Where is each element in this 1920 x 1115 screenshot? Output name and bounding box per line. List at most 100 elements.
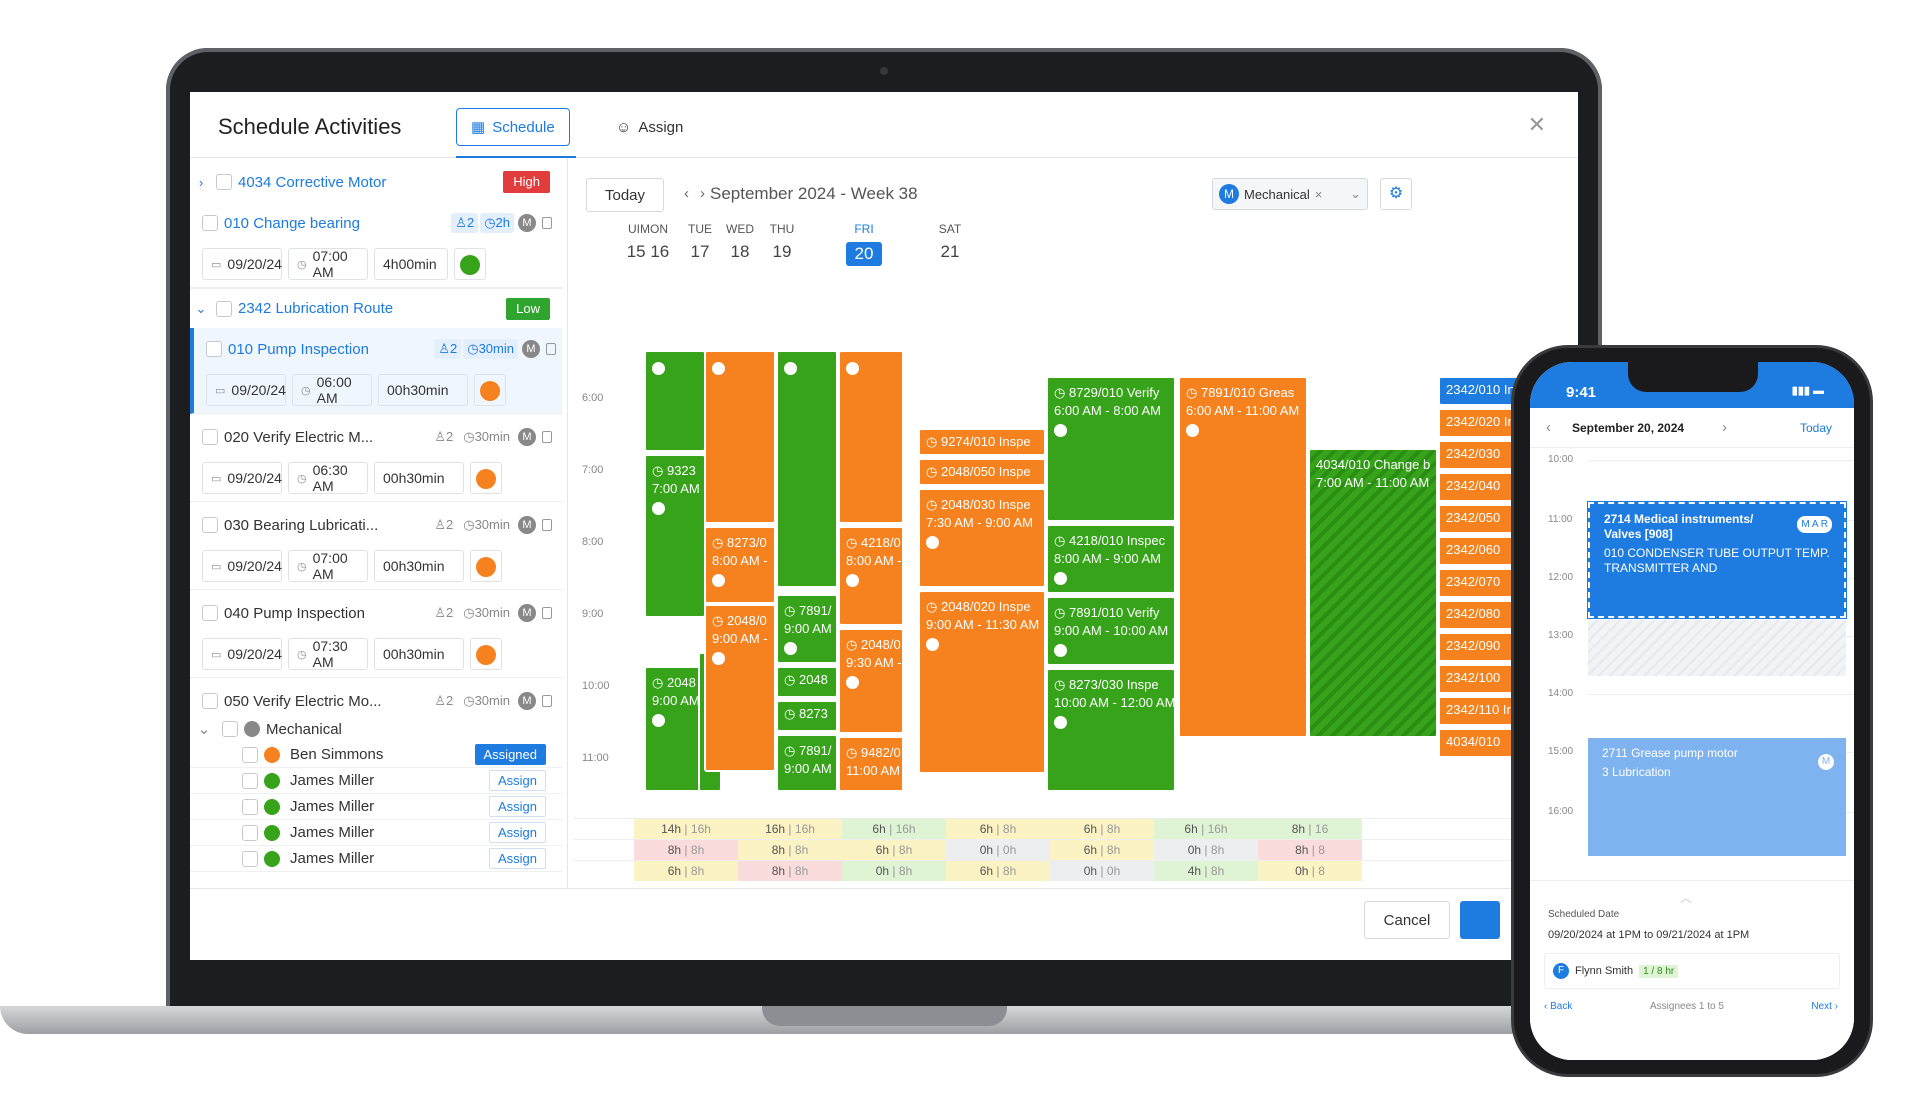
date-field[interactable]: ▭ 09/20/24 [202,462,282,494]
assign-button[interactable]: Assign [488,796,546,817]
resource-filter[interactable]: M Mechanical × ⌄ [1212,178,1368,210]
time-field[interactable]: ◷ 07:30 AM [288,638,368,670]
event-block[interactable] [776,350,838,588]
person-checkbox[interactable] [242,798,258,815]
length-field[interactable]: 00h30min [374,550,464,582]
event-block[interactable]: ◷ 9482/0 11:00 AM [838,736,904,792]
chevron-down-icon[interactable]: ⌄ [1350,186,1361,201]
date-field[interactable]: ▭ 09/20/24 [206,374,286,406]
copy-icon[interactable] [542,217,552,229]
mechanical-header[interactable]: ⌄ Mechanical [190,716,562,742]
chevron-left-icon[interactable]: ‹ [1546,419,1551,436]
copy-icon[interactable] [542,519,552,531]
copy-icon[interactable] [546,343,556,355]
chevron-down-icon[interactable]: ⌄ [197,721,211,738]
date-field[interactable]: ▭ 09/20/24 [202,248,282,280]
event-block[interactable]: 4034/010 Change b 7:00 AM - 11:00 AM [1308,448,1438,738]
event-block[interactable]: ◷ 8273 [776,700,838,732]
phone-today-button[interactable]: Today [1799,420,1832,435]
activity-item-selected[interactable]: 010 Pump Inspection ♙2 ◷30min M ▭ 09/20/2… [190,328,562,414]
chevron-up-icon[interactable]: ︿ [1680,891,1693,905]
event-block[interactable]: ◷ 4218/010 Inspec 8:00 AM - 9:00 AM [1046,524,1176,594]
today-button[interactable]: Today [586,178,665,212]
group-lubrication-route[interactable]: ⌄ 2342 Lubrication Route Low [190,288,562,328]
copy-icon[interactable] [542,431,552,443]
event-block[interactable]: ◷ 9274/010 Inspe [918,428,1046,456]
item-checkbox[interactable] [202,215,218,231]
assigned-button[interactable]: Assigned [474,744,546,765]
event-block[interactable]: ◷ 9323 7:00 AM [644,454,706,618]
event-block[interactable]: ◷ 2048/0 9:30 AM - [838,628,904,734]
time-field[interactable]: ◷ 07:00 AM [288,248,368,280]
item-checkbox[interactable] [202,517,218,533]
group-checkbox[interactable] [216,300,232,317]
event-block[interactable]: ◷ 7891/010 Verify 9:00 AM - 10:00 AM [1046,596,1176,666]
day-header[interactable]: UIMON 15 16 [626,222,670,261]
item-checkbox[interactable] [202,429,218,445]
assign-button[interactable]: Assign [488,848,546,869]
gear-icon[interactable]: ⚙ [1380,178,1412,210]
chevron-right-icon[interactable]: › [1722,419,1727,436]
event-block[interactable]: ◷ 8273/0 8:00 AM - [704,526,776,604]
person-checkbox[interactable] [242,772,258,789]
time-field[interactable]: ◷ 06:00 AM [292,374,372,406]
copy-icon[interactable] [542,607,552,619]
close-icon[interactable]: ✕ [1527,112,1546,137]
phone-event-selected[interactable]: 2714 Medical instruments/ Valves [908] 0… [1587,501,1847,619]
day-header-selected[interactable]: FRI 20 [842,222,886,266]
item-checkbox[interactable] [202,605,218,621]
person-checkbox[interactable] [242,850,258,867]
chevron-right-icon[interactable]: › [700,185,705,202]
event-block[interactable]: ◷ 2048/020 Inspe 9:00 AM - 11:30 AM [918,590,1046,774]
status-button[interactable] [470,550,502,582]
event-block[interactable]: ◷ 8273/030 Inspe 10:00 AM - 12:00 AM [1046,668,1176,792]
status-button[interactable] [454,248,486,280]
event-block[interactable] [704,350,776,524]
group-corrective-motor[interactable]: › 4034 Corrective Motor High [190,162,562,202]
status-button[interactable] [470,638,502,670]
phone-event[interactable]: 2711 Grease pump motor 3 Lubrication M [1588,738,1846,856]
next-button[interactable]: Next › [1811,1001,1838,1012]
assignee-row[interactable]: F Flynn Smith 1 / 8 hr [1544,953,1840,989]
day-header[interactable]: SAT 21 [938,222,962,261]
length-field[interactable]: 00h30min [374,462,464,494]
status-button[interactable] [470,462,502,494]
chevron-down-icon[interactable]: ⌄ [195,300,207,316]
group-checkbox[interactable] [216,174,232,190]
activity-item[interactable]: 050 Verify Electric Mo... ♙2 ◷30min M [190,680,562,710]
time-field[interactable]: ◷ 06:30 AM [288,462,368,494]
date-field[interactable]: ▭ 09/20/24 [202,550,282,582]
length-field[interactable]: 4h00min [374,248,448,280]
event-block[interactable]: ◷ 7891/010 Greas 6:00 AM - 11:00 AM [1178,376,1308,738]
length-field[interactable]: 00h30min [374,638,464,670]
person-checkbox[interactable] [242,824,258,841]
item-checkbox[interactable] [206,341,222,357]
day-header[interactable]: WED 18 [726,222,754,261]
event-block[interactable]: ◷ 2048/030 Inspe 7:30 AM - 9:00 AM [918,488,1046,588]
tab-assign[interactable]: ☺ Assign [602,108,697,146]
time-field[interactable]: ◷ 07:00 AM [288,550,368,582]
confirm-button[interactable] [1460,901,1500,939]
event-block[interactable]: ◷ 2048/0 9:00 AM - [704,604,776,772]
event-block[interactable]: ◷ 2048 [776,666,838,698]
event-block[interactable]: ◷ 8729/010 Verify 6:00 AM - 8:00 AM [1046,376,1176,522]
activity-item[interactable]: 030 Bearing Lubricati... ♙2 ◷30min M ▭ 09… [190,504,562,590]
back-button[interactable]: ‹ Back [1544,1001,1573,1012]
event-block[interactable]: ◷ 2048/050 Inspe [918,458,1046,486]
activity-item[interactable]: 020 Verify Electric M... ♙2 ◷30min M ▭ 09… [190,416,562,502]
day-header[interactable]: THU 19 [769,222,795,261]
event-block[interactable]: ◷ 7891/9:00 AM [776,594,838,664]
assign-button[interactable]: Assign [488,770,546,791]
clear-icon[interactable]: × [1314,186,1323,202]
activity-item[interactable]: 010 Change bearing ♙2 ◷2h M ▭ 09/20/24 ◷ 0… [190,202,562,288]
event-block[interactable] [838,350,904,524]
event-block[interactable]: ◷ 2048 9:00 AM [644,666,706,792]
tab-schedule[interactable]: ▦ Schedule [456,108,570,146]
item-checkbox[interactable] [202,693,218,709]
chevron-left-icon[interactable]: ‹ [684,185,689,202]
event-block[interactable] [644,350,706,452]
copy-icon[interactable] [542,695,552,707]
event-block[interactable]: ◷ 7891/9:00 AM [776,734,838,792]
chevron-right-icon[interactable]: › [198,174,204,190]
activity-item[interactable]: 040 Pump Inspection ♙2 ◷30min M ▭ 09/20/2… [190,592,562,678]
